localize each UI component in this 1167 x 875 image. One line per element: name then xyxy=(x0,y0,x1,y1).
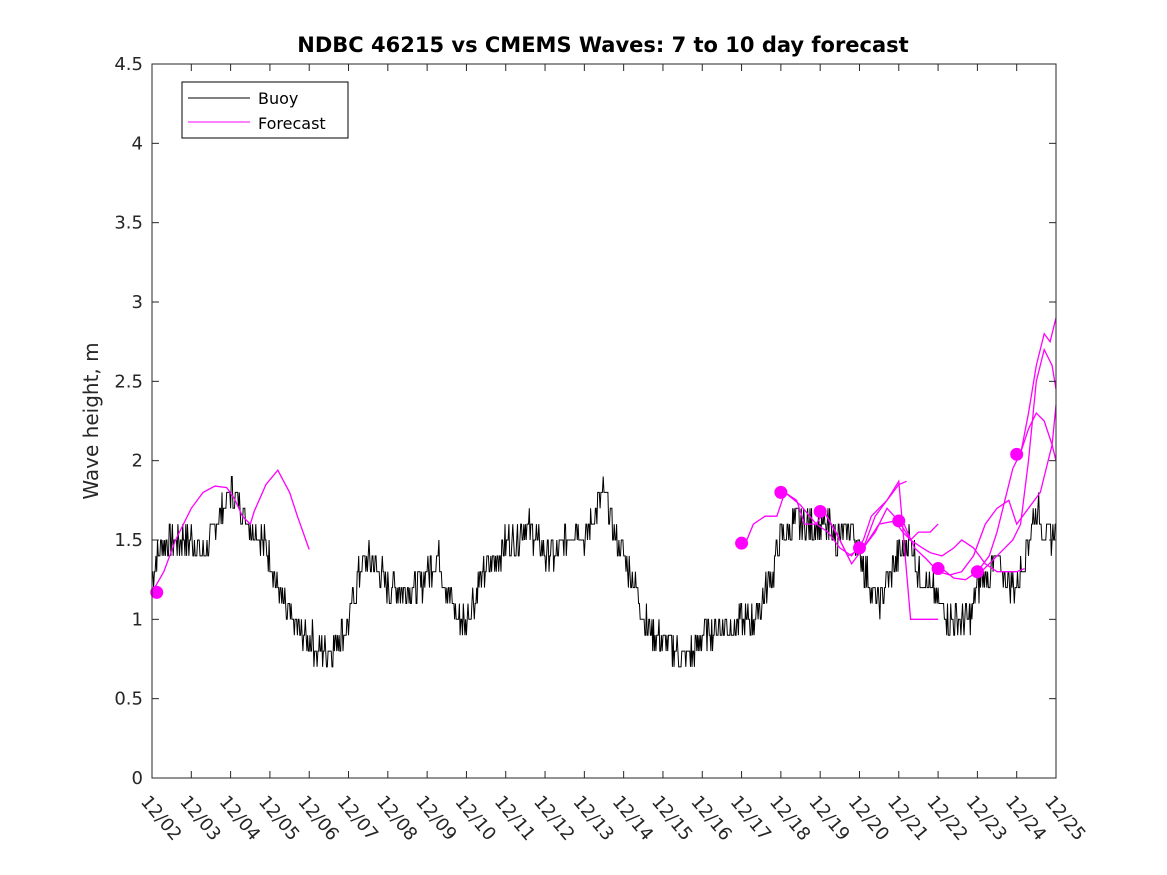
forecast-marker-1 xyxy=(150,585,164,599)
forecast-marker-8 xyxy=(970,565,984,579)
forecast-marker-6 xyxy=(892,514,906,528)
forecast-line-2 xyxy=(744,479,939,620)
plot-background xyxy=(152,64,1056,778)
y-tick-label: 4 xyxy=(132,133,143,154)
forecast-line-7 xyxy=(941,411,1057,581)
chart-title: NDBC 46215 vs CMEMS Waves: 7 to 10 day f… xyxy=(297,33,908,57)
y-tick-label: 4.5 xyxy=(114,54,143,75)
forecast-marker-7 xyxy=(931,562,945,576)
plot-area xyxy=(152,64,1056,778)
axes-box xyxy=(151,63,1057,779)
forecast-line-3 xyxy=(784,491,939,557)
forecast-series xyxy=(150,317,1057,620)
forecast-marker-5 xyxy=(852,541,866,555)
y-tick-label: 1.5 xyxy=(114,530,143,551)
forecast-line-4 xyxy=(823,480,907,566)
buoy-line xyxy=(152,476,1056,668)
y-tick-label: 2.5 xyxy=(114,371,143,392)
legend: Buoy Forecast xyxy=(181,81,349,139)
y-tick-label: 3.5 xyxy=(114,213,143,234)
forecast-marker-4 xyxy=(813,504,827,518)
forecast-line-6 xyxy=(902,405,1057,576)
y-axis-label: Wave height, m xyxy=(79,342,103,499)
y-tick-label: 0 xyxy=(132,768,143,789)
forecast-line-1 xyxy=(151,469,310,593)
forecast-line-5 xyxy=(862,507,1025,573)
y-tick-label: 3 xyxy=(132,292,143,313)
y-tick-label: 2 xyxy=(132,451,143,472)
forecast-line-9 xyxy=(1019,317,1057,455)
buoy-series xyxy=(152,476,1056,668)
y-tick-label: 1 xyxy=(132,609,143,630)
legend-forecast-label: Forecast xyxy=(258,114,326,133)
forecast-marker-2 xyxy=(735,536,749,550)
legend-buoy-label: Buoy xyxy=(258,89,298,108)
forecast-marker-9 xyxy=(1010,447,1024,461)
forecast-line-8 xyxy=(980,347,1057,573)
y-tick-label: 0.5 xyxy=(114,689,143,710)
forecast-marker-3 xyxy=(774,485,788,499)
